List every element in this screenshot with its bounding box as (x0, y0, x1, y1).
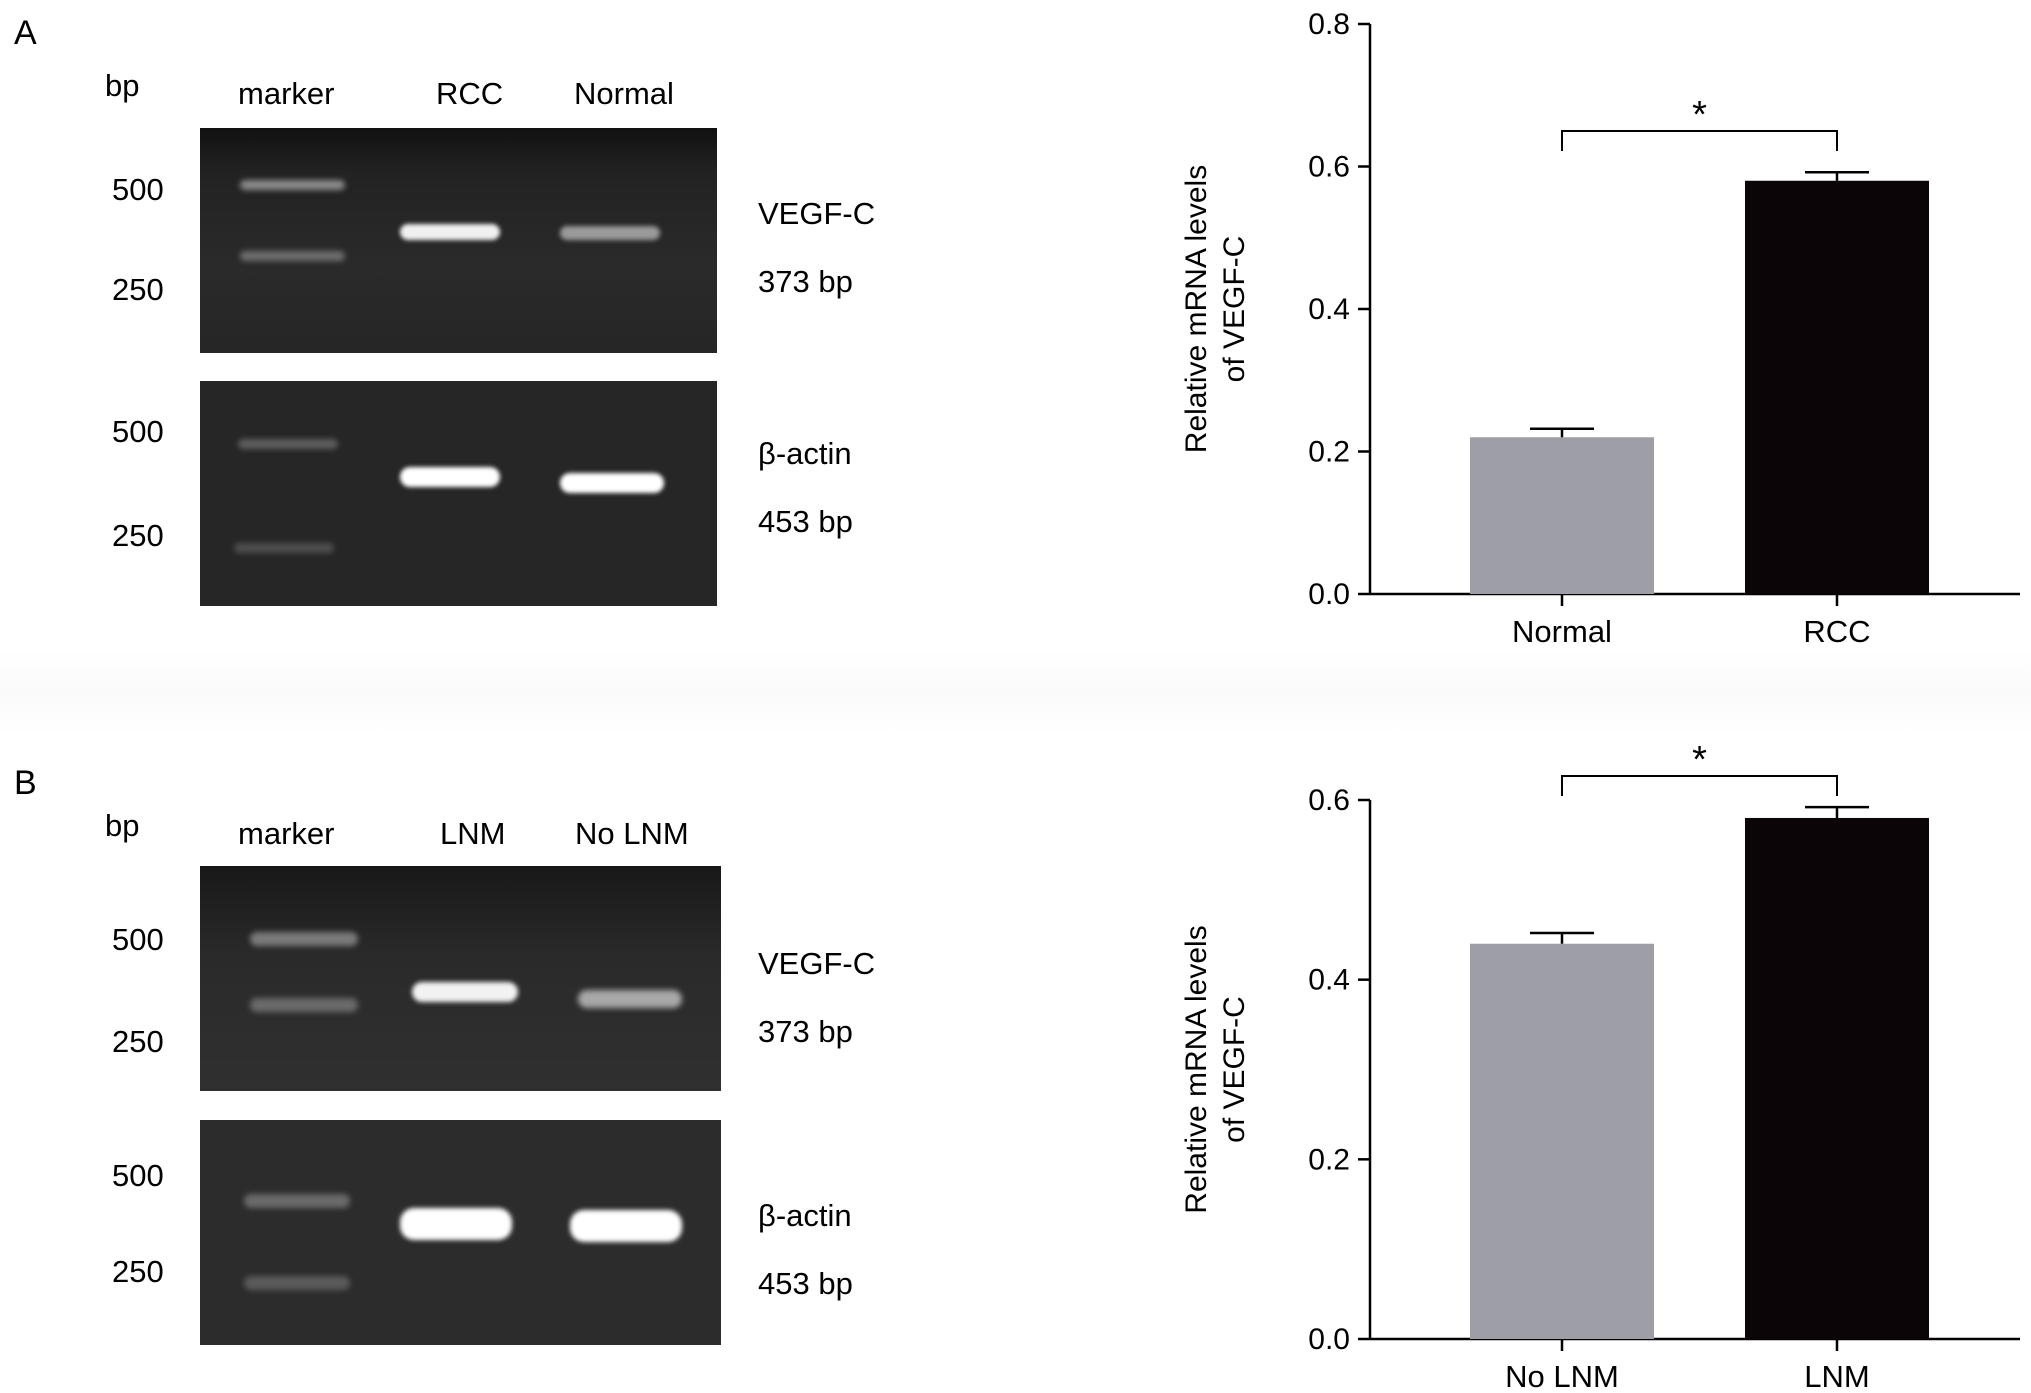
significance-bracket (1561, 775, 1838, 796)
panel-b-top-gene: VEGF-C (758, 946, 876, 981)
marker-band-500 (250, 932, 358, 946)
no-lnm-vegfc-band (578, 990, 682, 1008)
panel-a-bottom-size: 453 bp (758, 504, 853, 539)
panel-a-top-marker-500: 500 (112, 172, 164, 207)
marker-band-250 (234, 543, 334, 553)
panel-a-gel-vegfc (200, 128, 717, 353)
panel-a-lane-marker: marker (238, 76, 335, 111)
panel-b-lane-lnm: LNM (440, 816, 506, 851)
panel-a-bottom-marker-500: 500 (112, 414, 164, 449)
x-tick-label: RCC (1803, 614, 1870, 649)
y-tick-label: 0.0 (1308, 1323, 1350, 1356)
y-tick-label: 0.4 (1308, 964, 1350, 997)
y-tick-label: 0.6 (1308, 151, 1350, 184)
panel-b-top-marker-500: 500 (112, 922, 164, 957)
panel-b-gel-actin (200, 1120, 721, 1345)
panel-a-top-marker-250: 250 (112, 272, 164, 307)
y-axis-label: of VEGF-C (1218, 236, 1251, 383)
x-tick-label: No LNM (1505, 1359, 1619, 1393)
significance-star: * (1692, 739, 1707, 781)
significance-bracket (1561, 130, 1838, 151)
panel-a-top-gene: VEGF-C (758, 196, 876, 231)
panel-b-lane-marker: marker (238, 816, 335, 851)
panel-b-letter: B (14, 764, 37, 802)
x-tick-label: LNM (1804, 1359, 1869, 1393)
y-tick-label: 0.2 (1308, 436, 1350, 469)
normal-vegfc-band (560, 226, 660, 240)
y-tick-label: 0.8 (1308, 8, 1350, 41)
panel-a-lane-normal: Normal (574, 76, 674, 111)
panel-b-bp-label: bp (105, 808, 140, 843)
bar-lnm (1745, 817, 1929, 1339)
bar-normal (1470, 437, 1654, 594)
panel-a-bottom-marker-250: 250 (112, 518, 164, 553)
panel-b-gel-vegfc (200, 866, 721, 1091)
marker-band-250 (240, 251, 345, 261)
normal-actin-band (560, 473, 664, 493)
panel-divider (0, 650, 2031, 734)
panel-a-top-size: 373 bp (758, 264, 853, 299)
y-axis-label: of VEGF-C (1218, 996, 1251, 1143)
rcc-vegfc-band (400, 224, 500, 240)
bar-rcc (1745, 180, 1929, 594)
rcc-actin-band (400, 467, 500, 487)
y-tick-label: 0.2 (1308, 1143, 1350, 1176)
y-axis-label: Relative mRNA levels (1180, 165, 1213, 453)
panel-a-gel-actin (200, 381, 717, 606)
chart-b: 0.0 0.2 0.4 0.6 Relative mRNA levels of VEGF-… (1180, 739, 2020, 1393)
y-axis-label: Relative mRNA levels (1180, 925, 1213, 1213)
panel-b-bottom-size: 453 bp (758, 1266, 853, 1301)
panel-a-bp-label: bp (105, 68, 140, 103)
marker-band-250 (250, 998, 358, 1012)
significance-star: * (1692, 94, 1707, 136)
chart-a: 0.0 0.2 0.4 0.6 0.8 Relative mRNA levels of VE… (1180, 8, 2020, 649)
lnm-actin-band (400, 1208, 512, 1240)
panel-a-bottom-gene: β-actin (758, 436, 852, 471)
panel-a-lane-rcc: RCC (436, 76, 504, 111)
bar-no-lnm (1470, 943, 1654, 1339)
y-tick-label: 0.6 (1308, 784, 1350, 817)
marker-band-500 (238, 439, 338, 449)
no-lnm-actin-band (570, 1210, 682, 1242)
lnm-vegfc-band (412, 982, 518, 1002)
panel-b-bottom-marker-500: 500 (112, 1158, 164, 1193)
panel-b-lane-no-lnm: No LNM (575, 816, 689, 851)
panel-b-top-size: 373 bp (758, 1014, 853, 1049)
marker-band-250 (244, 1276, 350, 1290)
marker-band-500 (240, 180, 345, 190)
marker-band-500 (244, 1194, 350, 1208)
y-tick-label: 0.0 (1308, 578, 1350, 611)
panel-b-bottom-marker-250: 250 (112, 1254, 164, 1289)
x-tick-label: Normal (1512, 614, 1612, 649)
y-tick-label: 0.4 (1308, 293, 1350, 326)
panel-b-bottom-gene: β-actin (758, 1198, 852, 1233)
panel-b-top-marker-250: 250 (112, 1024, 164, 1059)
panel-a-letter: A (14, 14, 37, 52)
